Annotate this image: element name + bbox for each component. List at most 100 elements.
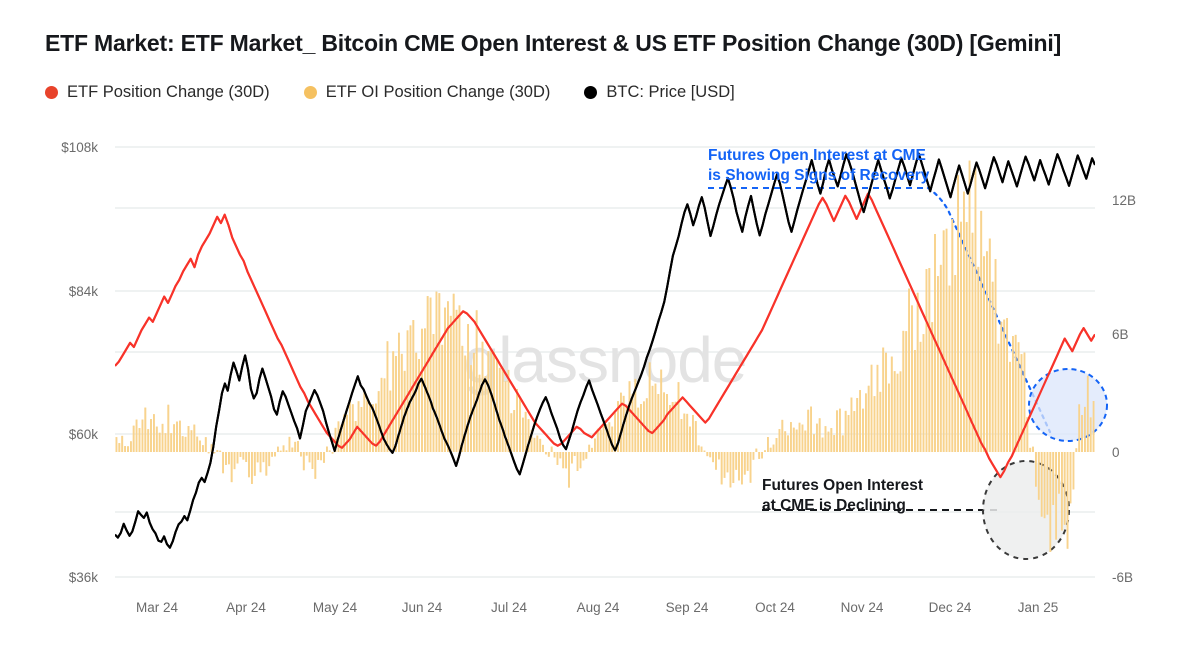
bar [1058,452,1060,494]
bar [219,450,222,452]
bar [645,398,648,452]
bar [743,452,746,475]
bar [285,450,288,452]
bar [640,404,642,452]
bar [689,426,691,452]
bar [882,347,885,452]
legend-item-etf-oi-position-change[interactable]: ETF OI Position Change (30D) [303,83,551,102]
bar [761,452,763,459]
bar [723,452,726,478]
bar [317,452,320,460]
bar [343,414,346,452]
bar [945,228,948,452]
bar [703,450,706,452]
bar [230,452,233,483]
bar [841,435,844,452]
bar [582,452,585,461]
bar [138,428,141,452]
bar [522,417,524,452]
bar [481,341,484,452]
x-tick: Nov 24 [841,600,884,615]
bar [1084,406,1086,452]
bar [801,424,804,452]
bar [435,291,438,452]
bar [807,409,810,452]
bar [977,266,980,452]
bar [236,452,239,464]
bar [568,452,570,488]
bar [1014,334,1017,452]
bar [651,385,654,452]
x-tick: Oct 24 [755,600,795,615]
bar [617,401,619,452]
bar [833,435,836,452]
bar [1029,447,1032,452]
bar [239,452,242,457]
bar [308,452,311,463]
bar [965,222,968,452]
bar [576,452,579,471]
bar [862,408,864,452]
bar [764,450,766,452]
bar [444,307,446,452]
bar [187,426,190,452]
y-right-tick: 12B [1112,193,1136,208]
bar [1006,318,1008,452]
bar [536,435,539,452]
bar [158,432,161,452]
x-tick: May 24 [313,600,358,615]
bar [836,410,838,452]
bar [620,392,622,452]
bar [470,365,472,452]
bar [447,301,449,452]
bar [931,322,934,452]
bar [677,382,680,452]
legend-label: ETF OI Position Change (30D) [325,83,551,101]
bar [755,448,758,452]
bar [334,427,337,452]
bar [648,362,651,452]
bar [562,452,565,469]
bar [824,426,827,452]
annotation-recovery-line1: Futures Open Interest at CME [708,147,926,164]
bar [870,364,873,452]
bar [588,444,591,452]
bar [375,403,377,452]
bar [654,383,657,452]
bar [991,281,994,452]
annotation-declining-text: Futures Open Interest at CME is Declinin… [762,476,923,517]
bar [885,352,887,452]
bar [559,452,562,459]
bar [865,393,867,452]
bar [908,288,910,452]
bar [1026,417,1029,452]
bar [496,360,498,452]
bar [818,418,821,452]
bar [1020,354,1023,452]
bar [253,452,256,476]
bar [749,452,752,483]
legend-item-btc-price[interactable]: BTC: Price [USD] [584,83,735,102]
bar [1055,452,1057,540]
y-left-tick: $36k [69,570,99,585]
bar [1049,452,1052,552]
bar [1043,452,1046,519]
bar [504,381,507,452]
y-right-tick: 6B [1112,327,1129,342]
bar [720,452,723,485]
chart-legend: ETF Position Change (30D) ETF OI Positio… [45,83,735,102]
bar [490,349,493,452]
bar [516,389,518,452]
bar [916,292,919,452]
bar [184,436,187,452]
bar [974,167,977,452]
legend-item-etf-position-change[interactable]: ETF Position Change (30D) [45,83,270,102]
bar [300,452,302,457]
bar [464,355,467,452]
bar [233,452,236,470]
bar [323,452,325,463]
bar [902,330,905,452]
bar [697,445,700,452]
bar [533,437,536,452]
